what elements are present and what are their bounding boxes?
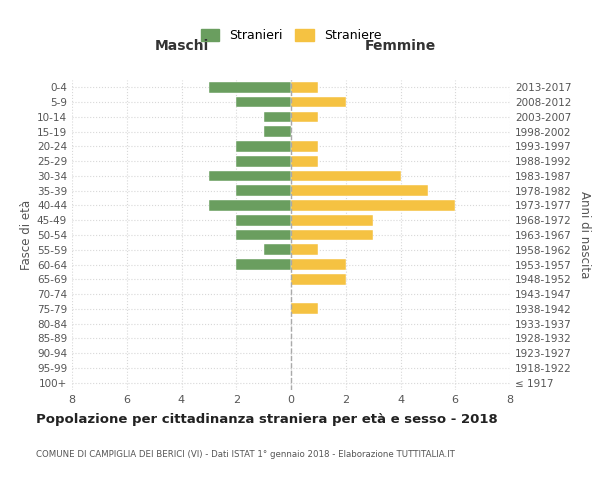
Bar <box>209 200 291 211</box>
Bar <box>291 186 428 196</box>
Bar <box>291 244 319 255</box>
Bar <box>236 215 291 226</box>
Y-axis label: Anni di nascita: Anni di nascita <box>578 192 591 278</box>
Bar <box>291 274 346 284</box>
Legend: Stranieri, Straniere: Stranieri, Straniere <box>196 24 386 48</box>
Bar <box>209 170 291 181</box>
Bar <box>209 82 291 92</box>
Bar <box>236 141 291 152</box>
Text: COMUNE DI CAMPIGLIA DEI BERICI (VI) - Dati ISTAT 1° gennaio 2018 - Elaborazione : COMUNE DI CAMPIGLIA DEI BERICI (VI) - Da… <box>36 450 455 459</box>
Text: Popolazione per cittadinanza straniera per età e sesso - 2018: Popolazione per cittadinanza straniera p… <box>36 412 498 426</box>
Y-axis label: Fasce di età: Fasce di età <box>20 200 33 270</box>
Bar <box>291 156 319 166</box>
Bar <box>263 126 291 137</box>
Bar <box>291 141 319 152</box>
Bar <box>291 215 373 226</box>
Bar <box>263 244 291 255</box>
Bar <box>291 97 346 108</box>
Bar <box>236 186 291 196</box>
Bar <box>263 112 291 122</box>
Bar <box>291 230 373 240</box>
Bar <box>236 97 291 108</box>
Bar <box>236 156 291 166</box>
Text: Maschi: Maschi <box>154 38 209 52</box>
Bar <box>291 259 346 270</box>
Bar <box>291 304 319 314</box>
Bar <box>291 170 401 181</box>
Bar <box>291 112 319 122</box>
Bar <box>236 230 291 240</box>
Bar <box>291 200 455 211</box>
Text: Femmine: Femmine <box>365 38 436 52</box>
Bar <box>291 82 319 92</box>
Bar <box>236 259 291 270</box>
